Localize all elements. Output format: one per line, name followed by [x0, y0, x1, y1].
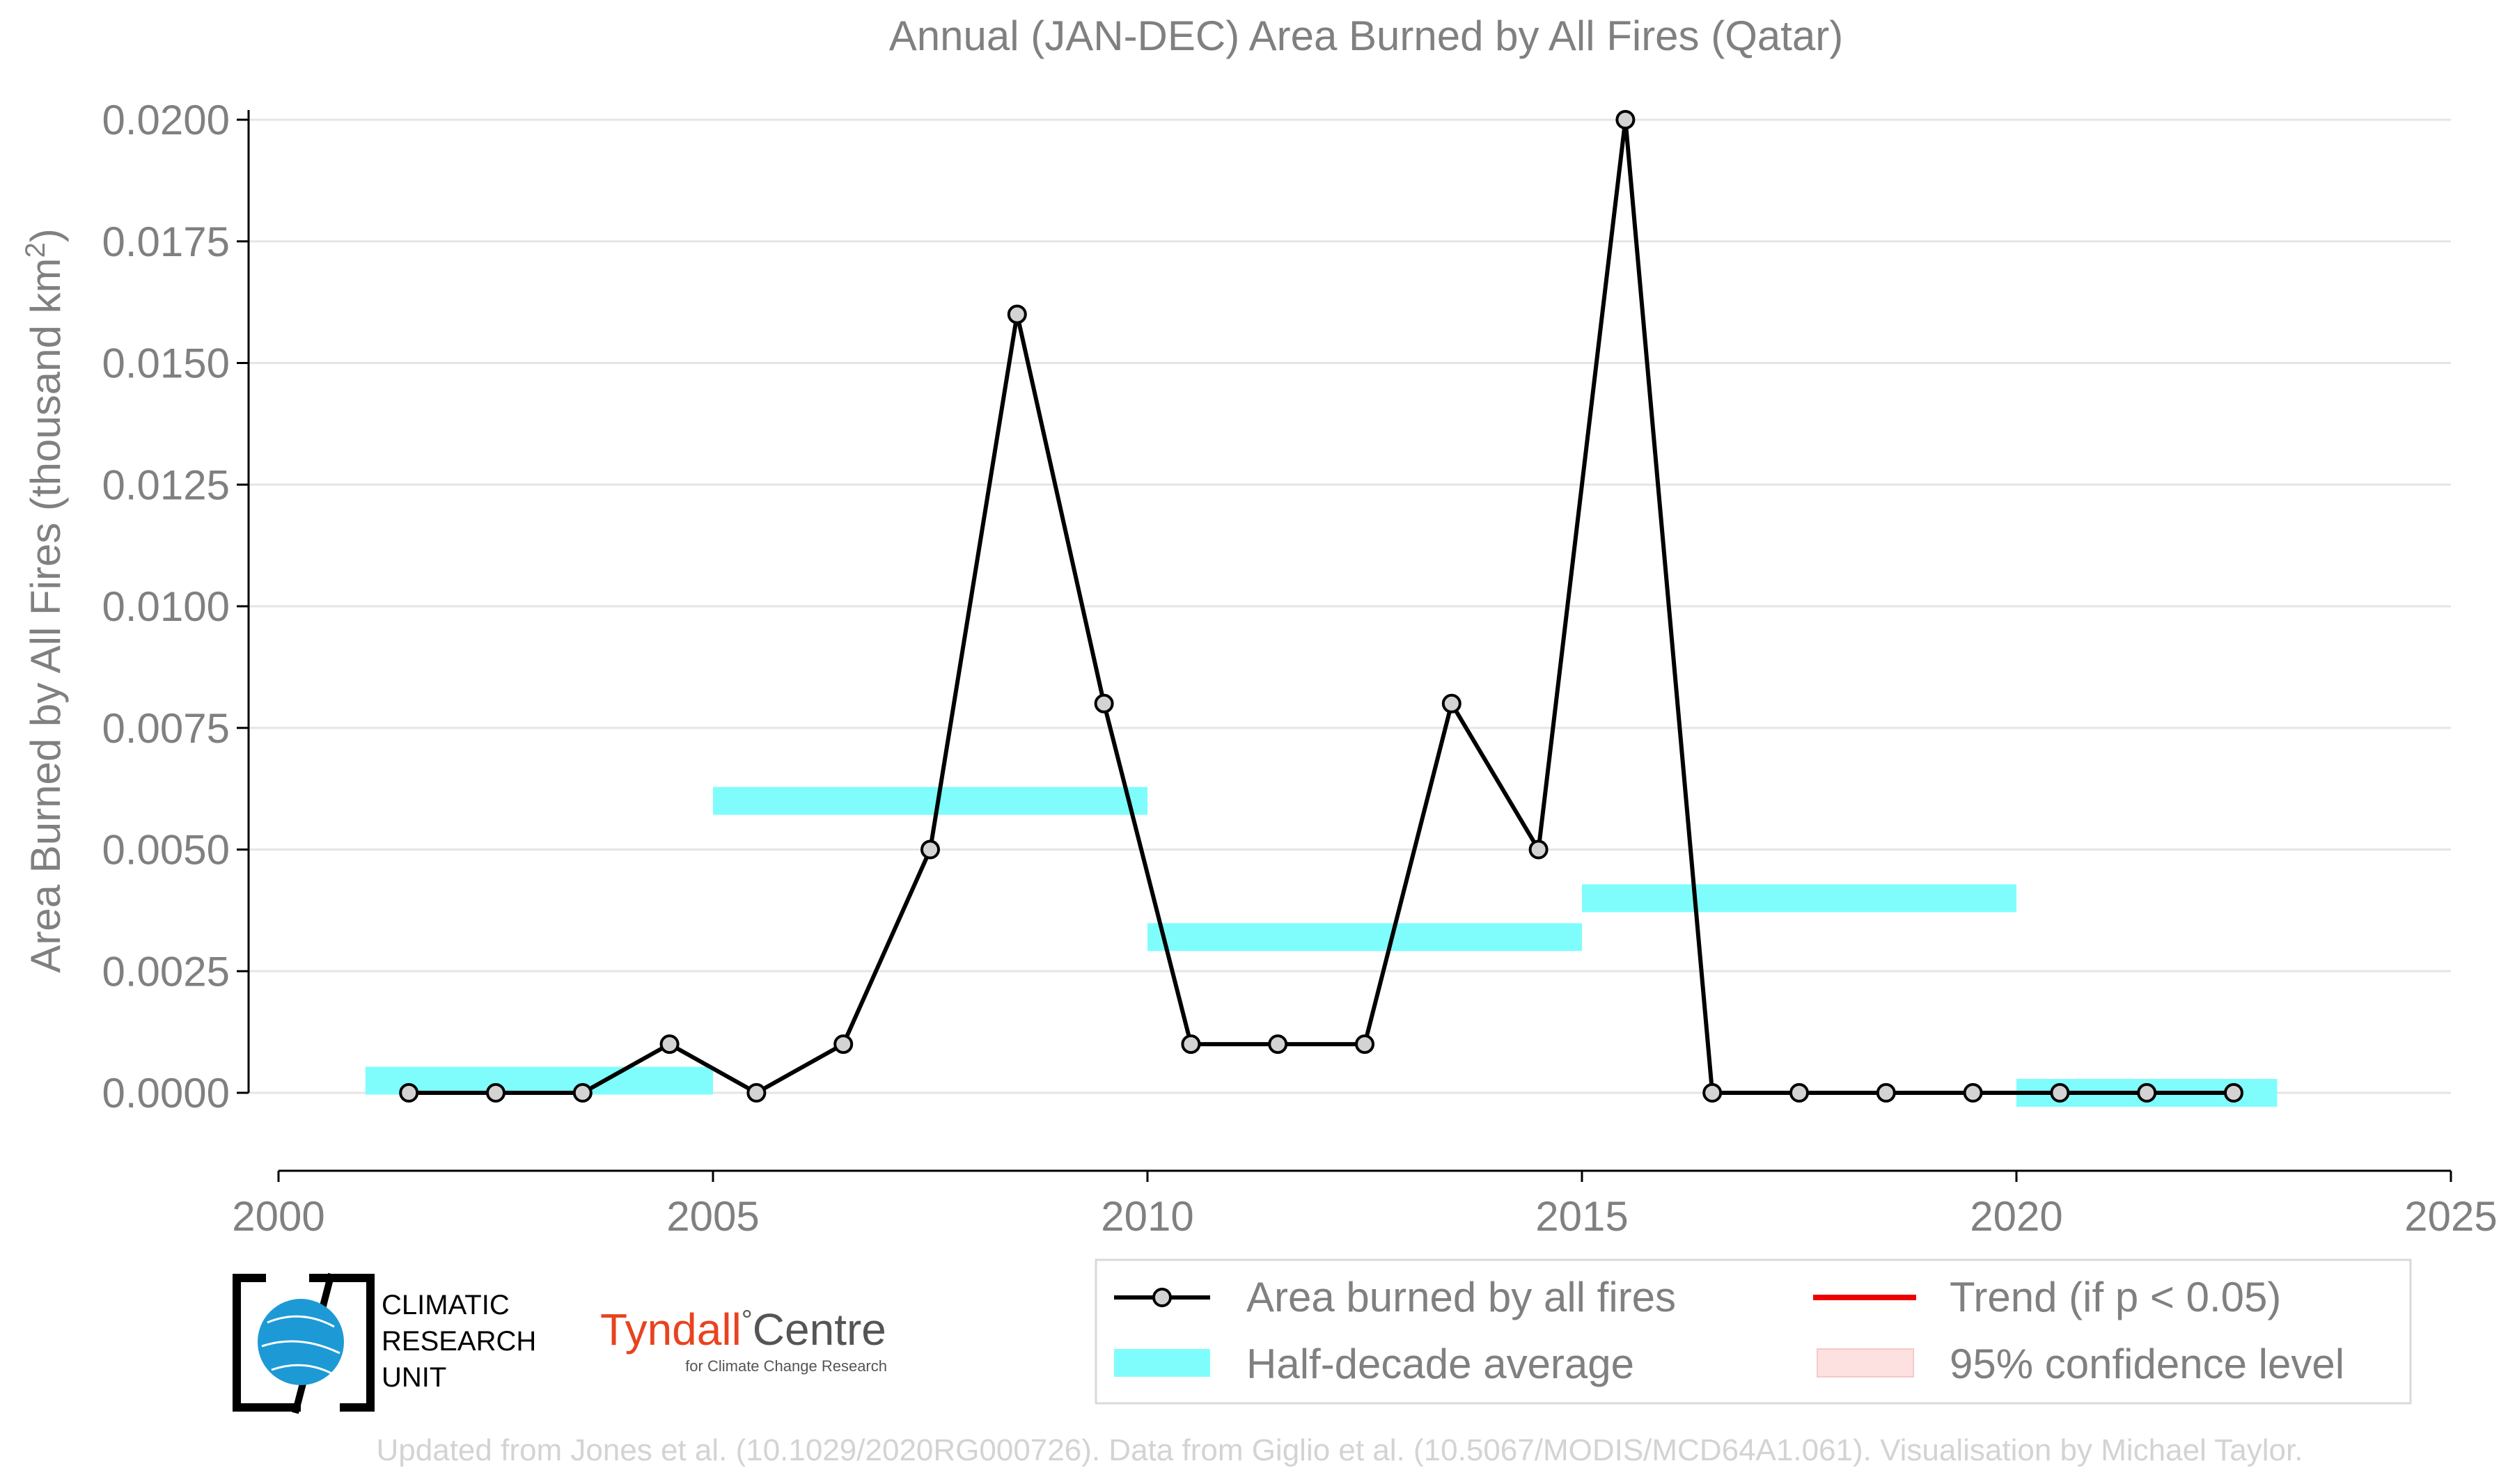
- y-tick-label: 0.0100: [102, 583, 230, 630]
- x-axis: 2000 2005 2010 2015 2020 2025: [232, 1169, 2498, 1240]
- legend-swatch-confidence: [1817, 1348, 1914, 1378]
- data-point: [1615, 110, 1636, 129]
- x-tick-label: 2005: [666, 1193, 759, 1240]
- x-tick-label: 2010: [1101, 1193, 1193, 1240]
- legend-label-series: Area burned by all fires: [1246, 1274, 1676, 1320]
- half-decade-average-bands: [365, 787, 2278, 1107]
- data-point: [1094, 693, 1114, 713]
- data-point: [399, 1083, 419, 1103]
- cru-logo: CLIMATIC RESEARCH UNIT: [233, 1272, 536, 1414]
- tyndall-logo: Tyndall°Centre for Climate Change Resear…: [600, 1304, 887, 1375]
- y-axis-label: Area Burned by All Fires (thousand km2): [20, 228, 69, 972]
- legend-label-confidence: 95% confidence level: [1950, 1341, 2344, 1387]
- y-axis: 0.0000 0.0025 0.0050 0.0075 0.0100 0.0125 0.01…: [102, 97, 250, 1116]
- y-tick-label: 0.0050: [102, 827, 230, 874]
- data-point: [833, 1034, 854, 1055]
- x-tick-label: 2015: [1535, 1193, 1628, 1240]
- half-decade-average-bar: [713, 787, 1147, 815]
- tyndall-name: Tyndall: [600, 1304, 742, 1355]
- y-axis-label-end: ): [22, 228, 69, 242]
- y-tick-label: 0.0150: [102, 340, 230, 387]
- tyndall-degree: °: [742, 1305, 753, 1336]
- data-point: [1528, 839, 1549, 860]
- y-tick-label: 0.0000: [102, 1070, 230, 1116]
- legend: Area burned by all fires Trend (if p < 0…: [1095, 1258, 2412, 1405]
- cru-text-line2: RESEARCH: [382, 1326, 536, 1357]
- legend-label-trend: Trend (if p < 0.05): [1950, 1274, 2281, 1320]
- data-point: [1702, 1083, 1723, 1103]
- legend-box: [1095, 1258, 2412, 1405]
- data-point: [2050, 1083, 2070, 1103]
- data-point: [2224, 1083, 2243, 1103]
- legend-swatch-half-decade: [1114, 1349, 1210, 1377]
- data-point: [1441, 693, 1461, 713]
- legend-swatch-marker: [1152, 1288, 1172, 1307]
- data-point: [1007, 304, 1027, 324]
- x-tick-label: 2025: [2404, 1193, 2497, 1240]
- data-point: [659, 1034, 680, 1055]
- tyndall-wordmark: Tyndall°Centre: [600, 1304, 886, 1355]
- data-point: [1963, 1083, 1983, 1103]
- y-tick-label: 0.0025: [102, 948, 230, 995]
- data-point: [1355, 1034, 1374, 1055]
- chart-title: Annual (JAN-DEC) Area Burned by All Fire…: [889, 13, 1843, 59]
- series-area-burned: [399, 110, 2243, 1103]
- data-point: [746, 1083, 767, 1103]
- data-point: [920, 839, 940, 860]
- data-point: [1876, 1083, 1896, 1103]
- y-tick-label: 0.0200: [102, 97, 230, 143]
- tyndall-centre: Centre: [753, 1304, 886, 1355]
- cru-text-line1: CLIMATIC: [382, 1290, 510, 1320]
- gridlines: [249, 118, 2451, 1094]
- series-line: [409, 118, 2234, 1095]
- half-decade-average-bar: [1147, 923, 1582, 952]
- data-point: [2137, 1083, 2157, 1103]
- data-point: [1789, 1083, 1809, 1103]
- y-tick-label: 0.0125: [102, 461, 230, 508]
- y-tick-label: 0.0075: [102, 705, 230, 752]
- x-tick-label: 2020: [1970, 1193, 2062, 1240]
- half-decade-average-bar: [365, 1066, 713, 1095]
- data-point: [572, 1083, 593, 1103]
- tyndall-subtitle: for Climate Change Research: [685, 1357, 887, 1375]
- cru-logo-bracket-right: [309, 1274, 375, 1412]
- cru-logo-bracket-left: [233, 1274, 301, 1412]
- y-tick-label: 0.0175: [102, 219, 230, 265]
- data-point: [486, 1083, 505, 1103]
- footer-credit: Updated from Jones et al. (10.1029/2020R…: [377, 1433, 2303, 1467]
- data-point: [1268, 1034, 1288, 1055]
- cru-text-line3: UNIT: [382, 1362, 446, 1393]
- data-point: [1181, 1034, 1201, 1055]
- y-axis-label-sup: 2: [20, 242, 51, 258]
- legend-label-half-decade: Half-decade average: [1246, 1341, 1634, 1387]
- half-decade-average-bar: [1582, 884, 2016, 913]
- globe-lines-icon: [261, 1315, 340, 1375]
- x-tick-label: 2000: [232, 1193, 324, 1240]
- y-axis-label-main: Area Burned by All Fires (thousand km: [22, 258, 69, 973]
